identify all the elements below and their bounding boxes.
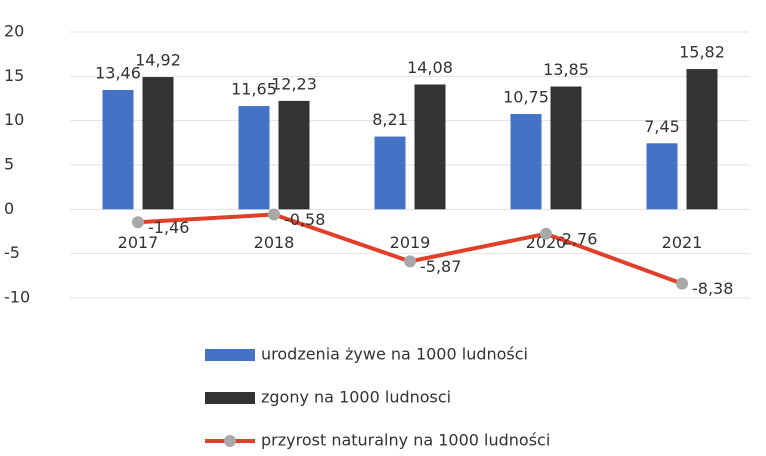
bar [142,77,174,210]
legend-swatch [205,349,255,361]
bar [374,136,406,210]
data-label: 10,75 [503,88,549,107]
bar [278,100,310,210]
legend-marker [224,435,236,447]
data-label: -8,38 [692,279,733,298]
y-tick-label: 15 [4,66,24,85]
y-tick-label: 10 [4,110,24,129]
line-marker [132,216,144,229]
x-tick-label: 2019 [390,233,431,252]
line-marker [540,227,552,240]
data-label: -5,87 [420,257,461,276]
line-marker [404,255,416,268]
data-label: 15,82 [679,43,725,62]
legend-label: zgony na 1000 ludnosci [261,388,451,407]
data-label: 8,21 [372,110,408,129]
data-label: -1,46 [148,218,189,237]
data-label: 13,85 [543,60,589,79]
legend-label: przyrost naturalny na 1000 ludności [261,431,550,450]
legend-swatch [205,392,255,404]
bar [414,84,446,210]
line-marker [676,277,688,290]
data-label: 12,23 [271,74,317,93]
bar [102,89,134,210]
y-tick-label: 20 [4,22,24,41]
data-label: 14,92 [135,51,181,70]
data-label: -2,76 [556,229,597,248]
data-label: 7,45 [644,117,680,136]
legend-label: urodzenia żywe na 1000 ludności [261,345,528,364]
x-tick-label: 2021 [662,233,703,252]
bar [686,69,718,210]
bar [238,106,270,210]
x-tick-label: 2017 [118,233,159,252]
data-label: -0,58 [284,210,325,229]
y-tick-label: 0 [4,199,14,218]
bar [646,143,678,210]
y-tick-label: -10 [4,288,30,307]
y-tick-label: -5 [4,243,20,262]
y-tick-label: 5 [4,155,14,174]
x-tick-label: 2018 [254,233,295,252]
bar [550,86,582,210]
data-label: 11,65 [231,80,277,99]
bar [510,114,542,210]
line-marker [268,208,280,221]
data-label: 14,08 [407,58,453,77]
data-label: 13,46 [95,63,141,82]
